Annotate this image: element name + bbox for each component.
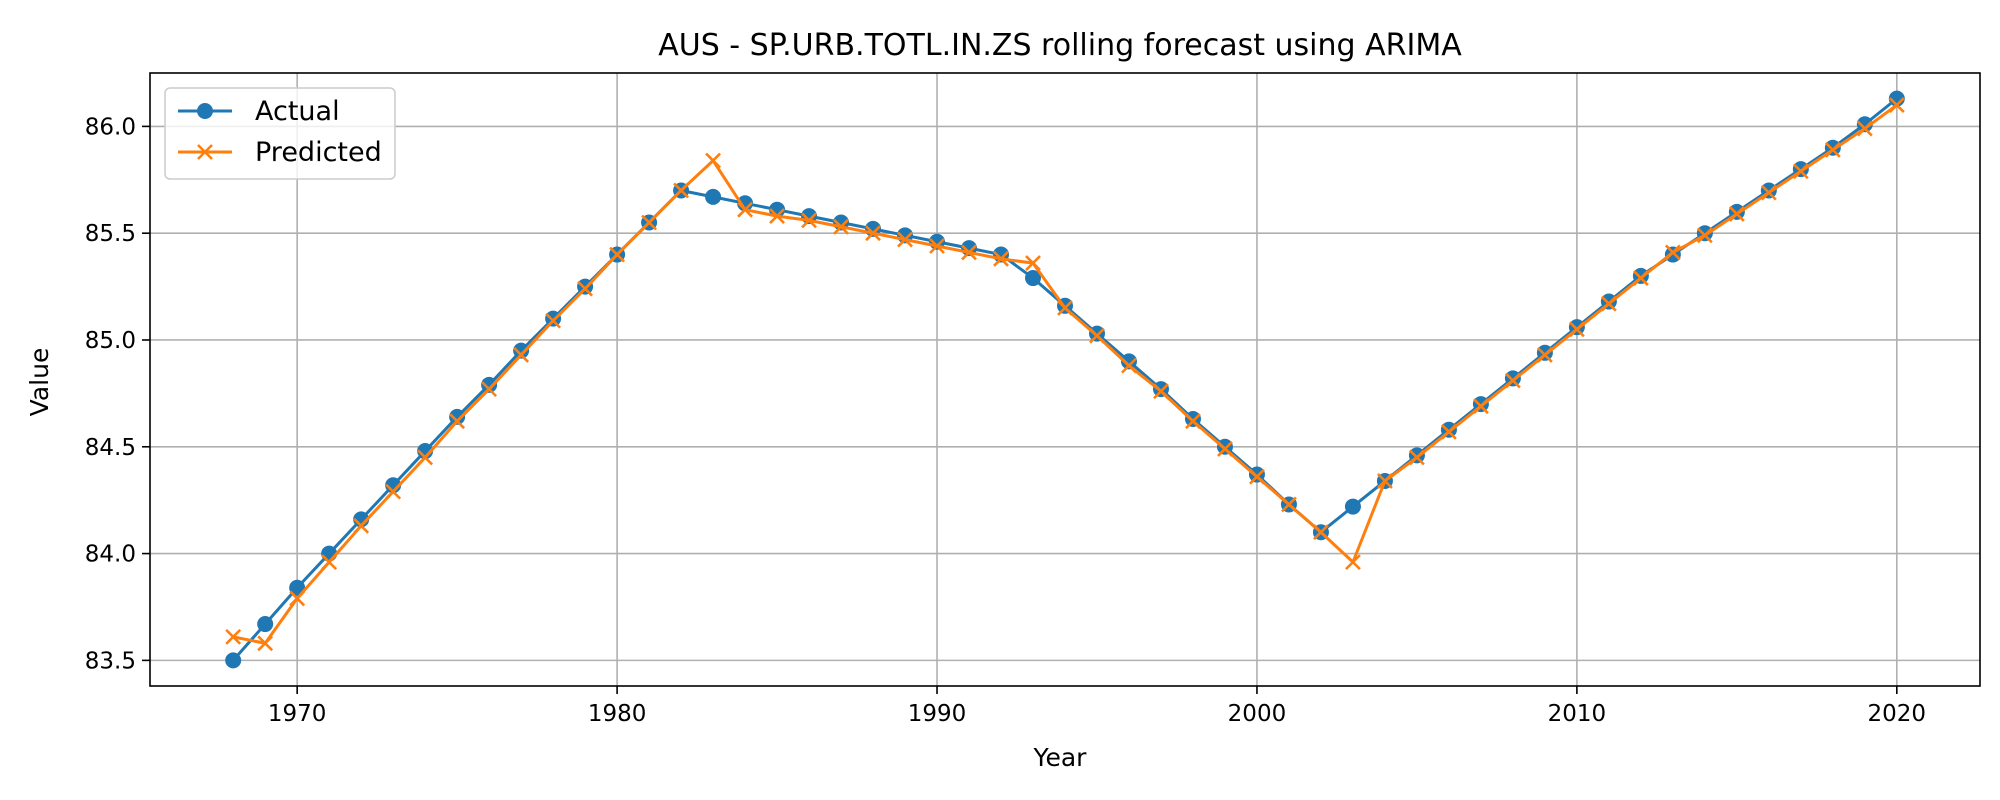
y-tick-label: 84.0: [85, 542, 136, 568]
predicted-point: [929, 238, 945, 254]
actual-point: [1025, 270, 1042, 287]
predicted-point: [1600, 295, 1617, 312]
actual-point: [257, 616, 274, 633]
predicted-point: [961, 244, 977, 261]
predicted-point: [257, 635, 274, 652]
predicted-point: [1536, 347, 1553, 363]
predicted-point: [1568, 321, 1585, 338]
predicted-point: [1345, 554, 1361, 571]
predicted-point: [1728, 206, 1745, 222]
predicted-point: [417, 449, 434, 466]
y-tick-label: 86.0: [85, 114, 136, 140]
actual-point: [705, 188, 722, 205]
predicted-point: [737, 201, 753, 218]
predicted-point: [1664, 244, 1681, 261]
y-axis-label: Value: [25, 348, 54, 417]
legend-entry-actual: Actual: [178, 96, 340, 127]
series-predicted: [225, 97, 1905, 652]
predicted-point: [865, 225, 881, 242]
x-tick-label: 2020: [1868, 701, 1927, 727]
x-tick-label: 1980: [588, 701, 647, 727]
predicted-point: [993, 250, 1009, 267]
predicted-point: [1057, 300, 1073, 316]
legend-label-actual: Actual: [255, 96, 340, 127]
predicted-point: [1760, 184, 1777, 201]
actual-point: [1120, 353, 1137, 370]
x-tick-label: 2010: [1548, 701, 1607, 727]
predicted-point: [1409, 449, 1425, 466]
actual-point: [449, 408, 466, 425]
x-axis-label: Year: [1033, 743, 1088, 772]
predicted-point: [897, 231, 913, 248]
predicted-point: [321, 554, 338, 571]
predicted-point: [481, 381, 498, 398]
predicted-point: [1504, 372, 1521, 389]
legend: Actual Predicted: [164, 87, 396, 180]
predicted-point: [1856, 120, 1873, 137]
y-tick-label: 83.5: [85, 648, 136, 674]
predicted-point: [1121, 357, 1137, 374]
predicted-point: [1089, 327, 1105, 344]
actual-point: [225, 652, 242, 669]
legend-label-predicted: Predicted: [255, 137, 382, 168]
predicted-point: [801, 212, 817, 229]
plot-frame: [149, 72, 1981, 687]
predicted-point: [1249, 468, 1265, 485]
predicted-point: [769, 208, 785, 225]
predicted-point: [385, 483, 402, 500]
predicted-point: [1632, 270, 1649, 286]
predicted-point: [577, 280, 594, 297]
x-tick-label: 2000: [1228, 701, 1287, 727]
actual-point: [545, 310, 562, 327]
grid-layer: [150, 73, 1980, 686]
y-tick-label: 85.0: [85, 328, 136, 354]
predicted-point: [673, 182, 690, 199]
y-tick-label: 85.5: [85, 221, 136, 247]
tick-layer: 1970 1980 1990 2000 2010 2020 83.5 84.0 84.5 85.0…: [85, 114, 1926, 727]
predicted-point: [513, 347, 530, 363]
x-tick-label: 1970: [268, 701, 327, 727]
actual-point: [1344, 498, 1361, 515]
predicted-point: [705, 152, 721, 169]
actual-point: [513, 342, 530, 359]
predicted-point: [1472, 398, 1489, 415]
predicted-point: [641, 214, 658, 231]
predicted-point: [1217, 440, 1233, 457]
actual-point: [481, 376, 498, 393]
predicted-point: [609, 246, 626, 263]
predicted-point: [833, 218, 849, 235]
predicted-point: [1025, 255, 1041, 272]
predicted-point: [1824, 141, 1841, 158]
x-tick-label: 1990: [908, 701, 967, 727]
predicted-point: [1792, 163, 1809, 180]
predicted-point: [1185, 413, 1201, 430]
series-layer: [225, 90, 1905, 669]
predicted-point: [289, 590, 306, 607]
chart-title: AUS - SP.URB.TOTL.IN.ZS rolling forecast…: [658, 28, 1462, 63]
legend-marker-predicted: [197, 144, 213, 160]
predicted-point: [1696, 227, 1713, 244]
predicted-point: [1888, 97, 1905, 113]
predicted-point: [1377, 473, 1393, 489]
legend-entry-predicted: Predicted: [178, 137, 382, 168]
actual-point: [1856, 116, 1873, 133]
predicted-point: [449, 413, 466, 430]
predicted-point: [225, 628, 242, 645]
y-tick-label: 84.5: [85, 435, 136, 461]
predicted-point: [353, 517, 370, 534]
predicted-point: [1281, 496, 1297, 513]
predicted-point: [1313, 524, 1329, 541]
predicted-point: [1441, 423, 1457, 440]
legend-marker-actual: [197, 103, 213, 119]
predicted-point: [545, 312, 562, 329]
predicted-point: [1153, 383, 1169, 400]
